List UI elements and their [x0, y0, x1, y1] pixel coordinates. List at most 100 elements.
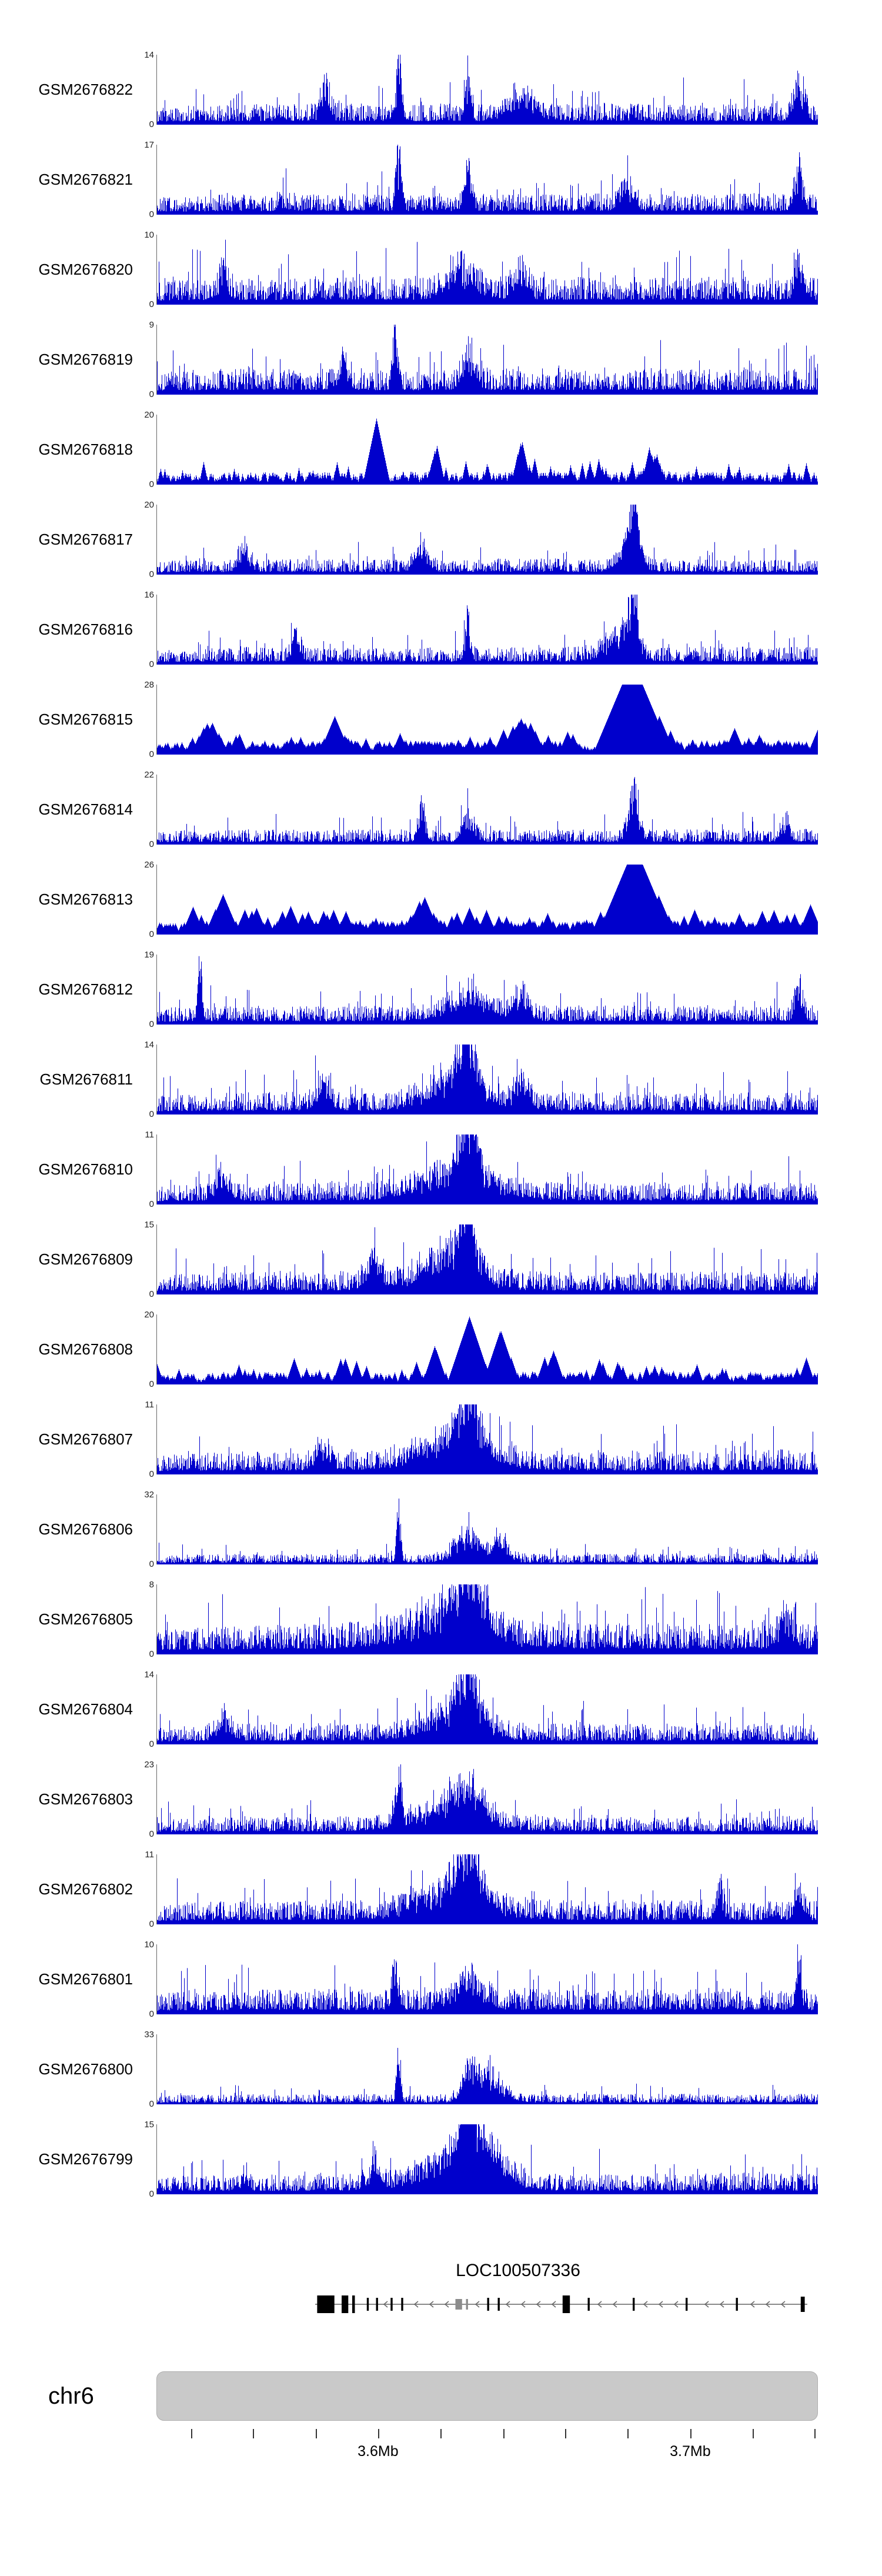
track-y-axis: 33 0 — [139, 2024, 156, 2114]
signal-track: GSM2676801 10 0 — [0, 1934, 882, 2024]
track-plot — [156, 1394, 818, 1484]
signal-area — [156, 685, 818, 755]
y-zero-label: 0 — [149, 1379, 154, 1389]
exon-box — [366, 2298, 369, 2311]
signal-track: GSM2676811 14 0 — [0, 1035, 882, 1125]
y-max-label: 23 — [144, 1760, 154, 1770]
minus-strand-arrow-icon — [520, 2301, 526, 2308]
track-label: GSM2676811 — [39, 1070, 133, 1088]
signal-track: GSM2676822 14 0 — [0, 45, 882, 135]
track-plot — [156, 1664, 818, 1754]
track-y-axis: 23 0 — [139, 1754, 156, 1844]
signal-track: GSM2676809 15 0 — [0, 1214, 882, 1304]
track-plot — [156, 1574, 818, 1664]
signal-area — [156, 415, 818, 485]
track-plot — [156, 1035, 818, 1125]
exon-box — [497, 2298, 500, 2311]
axis-tick — [752, 2429, 754, 2438]
y-max-label: 33 — [144, 2030, 154, 2040]
track-plot — [156, 1754, 818, 1844]
y-max-label: 20 — [144, 500, 154, 510]
signal-track: GSM2676812 19 0 — [0, 945, 882, 1035]
signal-track: GSM2676820 10 0 — [0, 225, 882, 315]
track-plot — [156, 945, 818, 1035]
signal-track: GSM2676817 20 0 — [0, 495, 882, 585]
track-plot — [156, 315, 818, 405]
minus-strand-arrow-icon — [505, 2301, 510, 2308]
y-max-label: 19 — [144, 950, 154, 960]
signal-area — [156, 145, 818, 215]
y-zero-label: 0 — [149, 1649, 154, 1659]
axis-coordinate-label: 3.6Mb — [358, 2443, 399, 2460]
coverage-signal — [157, 55, 818, 125]
track-plot — [156, 1484, 818, 1574]
track-plot — [156, 1844, 818, 1934]
axis-tick — [440, 2429, 442, 2438]
signal-area — [156, 1494, 818, 1564]
signal-track: GSM2676814 22 0 — [0, 765, 882, 855]
track-plot — [156, 1934, 818, 2024]
track-plot — [156, 45, 818, 135]
coverage-signal — [157, 325, 818, 395]
signal-track: GSM2676815 28 0 — [0, 675, 882, 765]
y-zero-label: 0 — [149, 479, 154, 489]
coverage-signal — [157, 1944, 818, 2014]
axis-coordinate-label: 3.7Mb — [670, 2443, 711, 2460]
signal-track: GSM2676799 15 0 — [0, 2114, 882, 2204]
signal-area — [156, 775, 818, 845]
y-max-label: 17 — [144, 140, 154, 150]
track-plot — [156, 1304, 818, 1394]
track-y-axis: 11 0 — [139, 1125, 156, 1214]
track-label: GSM2676807 — [38, 1430, 133, 1448]
y-zero-label: 0 — [149, 1829, 154, 1839]
track-label: GSM2676816 — [38, 620, 133, 638]
y-zero-label: 0 — [149, 1739, 154, 1749]
y-zero-label: 0 — [149, 1919, 154, 1929]
y-zero-label: 0 — [149, 299, 154, 309]
y-zero-label: 0 — [149, 2009, 154, 2019]
signal-area — [156, 1404, 818, 1474]
axis-tick — [690, 2429, 691, 2438]
axis-tick — [814, 2429, 816, 2438]
track-y-axis: 22 0 — [139, 765, 156, 855]
track-label: GSM2676822 — [38, 81, 133, 98]
signal-track: GSM2676819 9 0 — [0, 315, 882, 405]
track-label: GSM2676817 — [38, 530, 133, 548]
exon-box — [401, 2298, 403, 2311]
chromosome-label: chr6 — [48, 2383, 94, 2409]
axis-tick — [377, 2429, 379, 2438]
exon-box — [376, 2298, 378, 2311]
track-y-axis: 15 0 — [139, 1214, 156, 1304]
y-max-label: 14 — [144, 1040, 154, 1050]
minus-strand-arrow-icon — [780, 2301, 786, 2308]
coverage-signal — [157, 1316, 818, 1384]
coverage-signal — [157, 1674, 818, 1744]
minus-strand-arrow-icon — [750, 2301, 755, 2308]
signal-area — [156, 505, 818, 575]
track-label: GSM2676821 — [38, 171, 133, 188]
chromosome-row: chr6 — [0, 2371, 882, 2421]
y-max-label: 10 — [144, 230, 154, 240]
y-zero-label: 0 — [149, 209, 154, 219]
track-label: GSM2676805 — [38, 1610, 133, 1628]
y-zero-label: 0 — [149, 1469, 154, 1479]
minus-strand-arrow-icon — [612, 2301, 617, 2308]
axis-tick — [253, 2429, 255, 2438]
track-label: GSM2676804 — [38, 1700, 133, 1718]
signal-area — [156, 1854, 818, 1924]
signal-track: GSM2676808 20 0 — [0, 1304, 882, 1394]
y-zero-label: 0 — [149, 119, 154, 129]
signal-area — [156, 595, 818, 665]
coverage-signal — [157, 1045, 818, 1115]
minus-strand-arrow-icon — [673, 2301, 679, 2308]
track-label: GSM2676812 — [38, 980, 133, 998]
y-zero-label: 0 — [149, 839, 154, 849]
track-plot — [156, 225, 818, 315]
signal-area — [156, 1314, 818, 1384]
signal-area — [156, 1224, 818, 1294]
signal-area — [156, 1764, 818, 1834]
gene-name-label: LOC100507336 — [456, 2261, 580, 2280]
y-max-label: 9 — [149, 320, 154, 330]
y-max-label: 11 — [145, 1850, 154, 1860]
